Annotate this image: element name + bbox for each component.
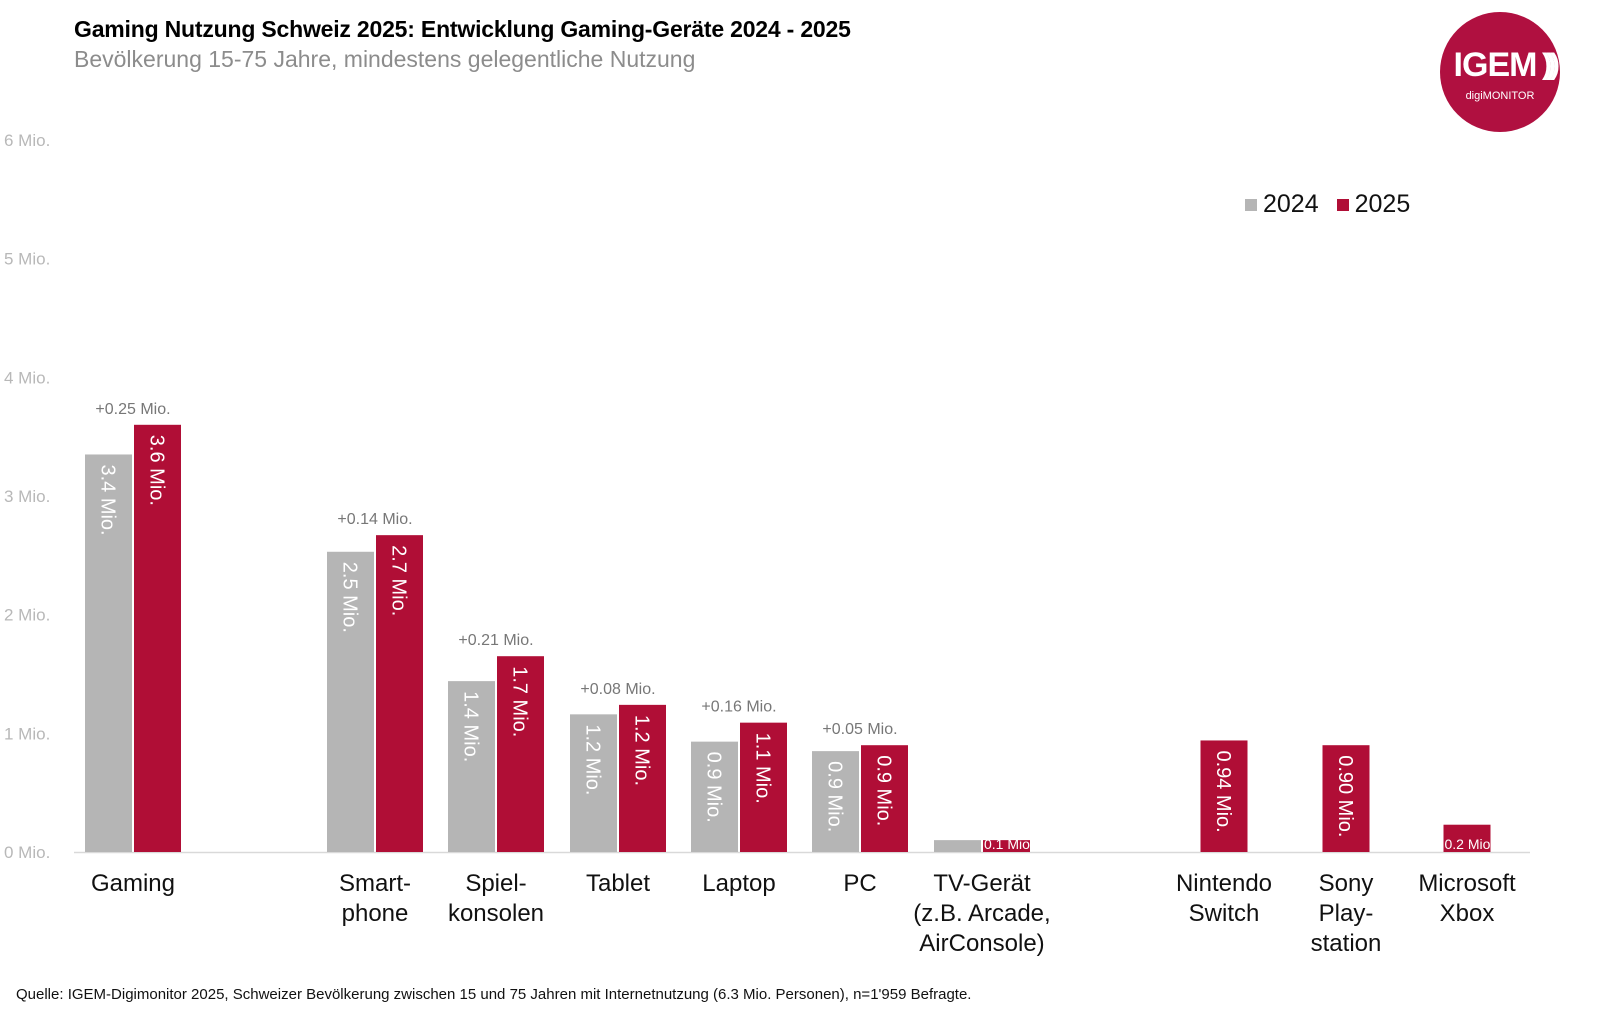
bar-2025	[497, 656, 544, 852]
legend-item-2025: 2025	[1336, 190, 1411, 219]
bar-value-label-2024: 1.2 Mio.	[582, 724, 604, 795]
category-label: TV-Gerät	[933, 870, 1031, 897]
bar-value-label-2024: 0.9 Mio.	[824, 761, 846, 832]
bar-2024	[812, 751, 859, 852]
category-label: (z.B. Arcade,	[913, 900, 1050, 927]
igem-digimonitor-logo: IGEM ))) digiMONITOR	[1440, 12, 1560, 132]
category-label: station	[1311, 930, 1382, 957]
bar-value-label-2025: 1.1 Mio.	[752, 733, 774, 804]
logo-subtitle: digiMONITOR	[1465, 90, 1535, 102]
delta-annotation: +0.14 Mio.	[337, 511, 412, 528]
category-label: PC	[843, 870, 876, 897]
category-label: AirConsole)	[919, 930, 1044, 957]
bar-value-label-2025: 3.6 Mio.	[146, 435, 168, 506]
bar-value-label-2025: 0.2 Mio	[1445, 836, 1491, 852]
bar-2025	[1443, 824, 1491, 852]
bar-2024	[691, 741, 738, 852]
bar-value-label-2024: 1.4 Mio.	[460, 691, 482, 762]
bar-value-label-2024: 2.5 Mio.	[339, 562, 361, 633]
bar-2024	[327, 551, 374, 852]
category-label: Nintendo	[1176, 870, 1272, 897]
y-tick-label: 3 Mio.	[4, 487, 50, 506]
y-tick-label: 1 Mio.	[4, 724, 50, 743]
category-label: Gaming	[91, 870, 175, 897]
y-tick-label: 2 Mio.	[4, 606, 50, 625]
category-label: Switch	[1189, 900, 1260, 927]
category-label: Play-	[1319, 900, 1374, 927]
category-label: Sony	[1319, 870, 1374, 897]
legend-swatch-2025	[1336, 198, 1349, 211]
category-label: phone	[342, 900, 409, 927]
category-label: konsolen	[448, 900, 544, 927]
source-footnote: Quelle: IGEM-Digimonitor 2025, Schweizer…	[16, 986, 972, 1003]
bar-2024	[934, 840, 981, 852]
bar-value-label-2025: 0.90 Mio.	[1334, 755, 1356, 837]
y-tick-label: 4 Mio.	[4, 368, 50, 387]
bar-2025	[376, 535, 423, 852]
bar-2025	[983, 840, 1030, 852]
bar-2024	[570, 714, 617, 852]
bar-value-label-2025: 2.7 Mio.	[388, 545, 410, 616]
bar-2025	[619, 704, 666, 852]
bar-2024	[448, 681, 495, 852]
legend: 2024 2025	[1245, 190, 1428, 219]
category-label: Spiel-	[465, 870, 526, 897]
bar-2025	[134, 424, 181, 852]
bar-value-label-2025: 0.9 Mio.	[873, 755, 895, 826]
bar-value-label-2025: 1.2 Mio.	[631, 715, 653, 786]
bar-2024	[85, 454, 132, 852]
category-label: Laptop	[702, 870, 775, 897]
legend-swatch-2024	[1245, 198, 1257, 211]
category-label: Smart-	[339, 870, 411, 897]
legend-label-2025: 2025	[1354, 190, 1411, 218]
bar-value-label-2025: 0.1 Mio	[984, 836, 1030, 852]
legend-item-2024: 2024	[1245, 190, 1319, 219]
chart-subtitle: Bevölkerung 15-75 Jahre, mindestens gele…	[74, 46, 696, 72]
bar-2025	[1200, 740, 1248, 852]
y-tick-label: 0 Mio.	[4, 843, 50, 862]
delta-annotation: +0.16 Mio.	[701, 699, 776, 716]
bar-2025	[861, 745, 908, 852]
delta-annotation: +0.08 Mio.	[580, 681, 655, 698]
chart-title: Gaming Nutzung Schweiz 2025: Entwicklung…	[74, 16, 851, 42]
category-label: Xbox	[1440, 900, 1495, 927]
bar-value-label-2025: 0.94 Mio.	[1212, 750, 1234, 832]
delta-annotation: +0.21 Mio.	[458, 632, 533, 649]
y-tick-label: 6 Mio.	[4, 131, 50, 150]
legend-label-2024: 2024	[1263, 190, 1319, 218]
delta-annotation: +0.25 Mio.	[95, 401, 170, 418]
category-label: Microsoft	[1418, 870, 1516, 897]
bar-2025	[740, 722, 787, 852]
bar-2025	[1322, 745, 1370, 852]
delta-annotation: +0.05 Mio.	[822, 721, 897, 738]
bar-value-label-2024: 0.9 Mio.	[703, 752, 725, 823]
bar-value-label-2025: 1.7 Mio.	[509, 666, 531, 737]
bar-value-label-2024: 3.4 Mio.	[97, 464, 119, 535]
y-tick-label: 5 Mio.	[4, 250, 50, 269]
category-label: Tablet	[586, 870, 650, 897]
logo-brand: IGEM	[1453, 46, 1538, 84]
